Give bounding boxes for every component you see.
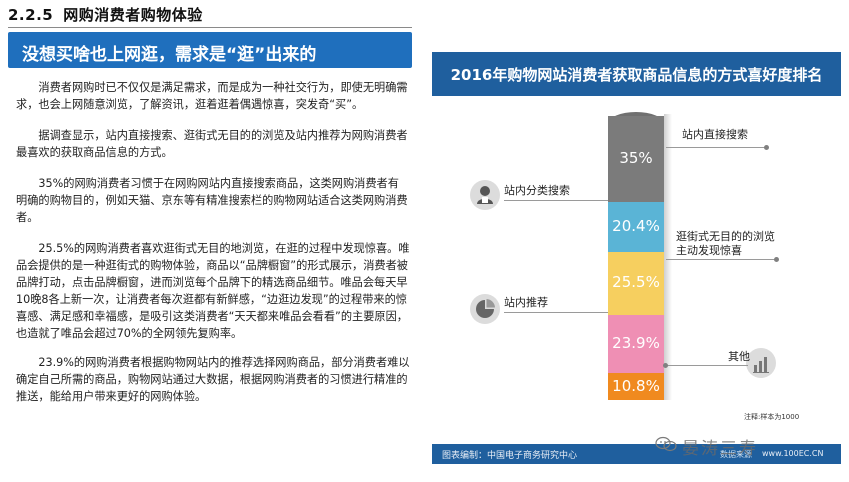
bar-value-label: 10.8% [612, 376, 660, 395]
paragraph-survey: 据调查显示，站内直接搜索、逛街式无目的的浏览及站内推荐为网购消费者最喜欢的获取商… [16, 129, 408, 159]
paragraph-recommendation: 23.9%的网购消费者根据购物网站内的推荐选择网购商品，部分消费者难以确定自己所… [16, 356, 410, 403]
infographic-title-bar: 2016年购物网站消费者获取商品信息的方式喜好度排名 [432, 52, 841, 96]
bar-segment: 10.8% [608, 373, 664, 400]
bar-segment: 35% [608, 116, 664, 202]
leader-browse [666, 259, 776, 260]
dot-browse [774, 257, 779, 262]
infographic-panel: 2016年购物网站消费者获取商品信息的方式喜好度排名 35% 20.4% 25.5%… [432, 52, 841, 468]
label-recommendation: 站内推荐 [504, 296, 548, 309]
bar-value-label: 23.9% [612, 334, 660, 353]
section-title: 网购消费者购物体验 [63, 6, 203, 24]
leader-recommendation [504, 312, 608, 313]
sample-note: 注释:样本为1000 [744, 413, 800, 421]
bar-value-label: 35% [619, 148, 653, 167]
bar-value-label: 20.4% [612, 217, 660, 236]
paragraph-direct-search: 35%的网购消费者习惯于在网购网站内直接搜索商品，这类网购消费者有明确的购物目的… [16, 177, 408, 224]
label-browse-line-2: 主动发现惊喜 [676, 244, 742, 257]
article-body: 消费者网购时已不仅仅是满足需求，而是成为一种社交行为，即使无明确需求，也会上网随… [16, 79, 410, 419]
section-heading: 2.2.5 网购消费者购物体验 [8, 4, 203, 25]
label-other: 其他 [728, 350, 750, 363]
footer-source: 图表编制：中国电子商务研究中心 [442, 451, 578, 461]
section-divider [8, 27, 412, 28]
bar-chart-icon [746, 348, 776, 378]
pie-chart-icon [470, 294, 500, 324]
bar-value-label: 25.5% [612, 273, 660, 292]
leader-direct-search [666, 147, 766, 148]
label-category-search: 站内分类搜索 [504, 184, 570, 197]
bar-segment: 25.5% [608, 252, 664, 315]
bar-segment: 20.4% [608, 201, 664, 253]
dot-direct-search [764, 145, 769, 150]
section-number: 2.2.5 [8, 6, 54, 24]
paragraph-intro: 消费者网购时已不仅仅是满足需求，而是成为一种社交行为，即使无明确需求，也会上网随… [16, 81, 408, 111]
label-browse-line-1: 逛街式无目的的浏览 [676, 230, 775, 243]
headline-banner: 没想买啥也上网逛，需求是“逛”出来的 [8, 32, 412, 68]
headline-text: 没想买啥也上网逛，需求是“逛”出来的 [22, 45, 317, 65]
bar-segment: 23.9% [608, 314, 664, 374]
watermark-text: 晏涛三寿 [682, 439, 758, 459]
infographic-footer: 图表编制：中国电子商务研究中心 数据来源 www.100EC.CN [432, 444, 841, 464]
leader-other [666, 365, 748, 366]
footer-url: www.100EC.CN [762, 449, 824, 458]
footer-source-label: 数据来源 [720, 450, 752, 459]
dot-other [663, 363, 668, 368]
wechat-icon [655, 436, 677, 452]
bar-shadow [664, 114, 672, 400]
paragraph-browsing: 25.5%的网购消费者喜欢逛街式无目的地浏览，在逛的过程中发现惊喜。唯品会提供的… [16, 242, 410, 340]
chart-title: 2016年购物网站消费者获取商品信息的方式喜好度排名 [450, 66, 823, 84]
leader-category-search [504, 200, 608, 201]
label-direct-search: 站内直接搜索 [682, 128, 748, 141]
person-icon [470, 180, 500, 210]
